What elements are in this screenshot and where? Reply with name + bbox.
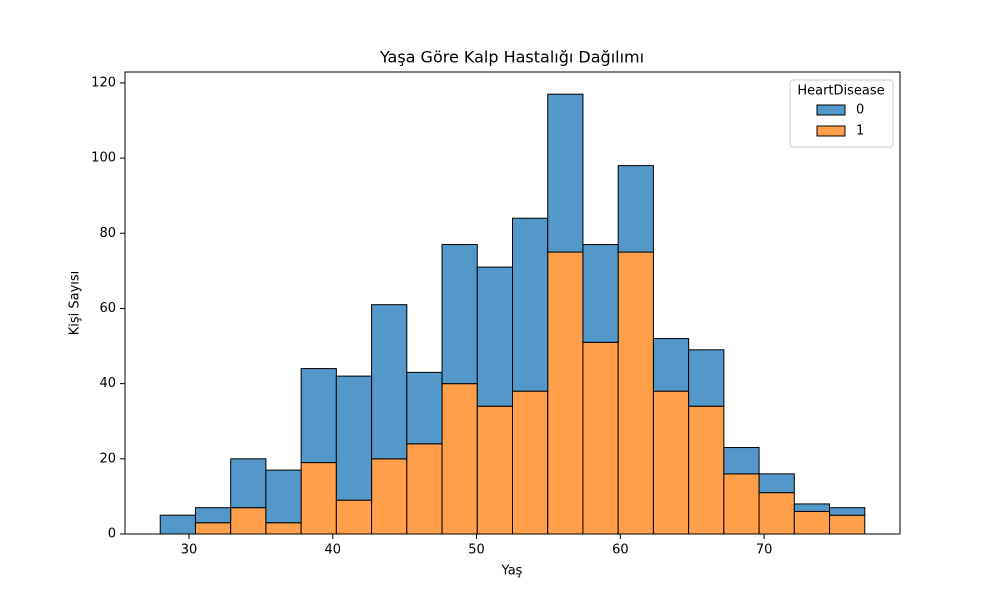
legend-label: 1 xyxy=(856,124,864,139)
bar xyxy=(758,473,795,494)
bar xyxy=(230,458,267,509)
y-tick-label: 120 xyxy=(91,75,116,90)
bar xyxy=(793,510,831,535)
bar xyxy=(652,390,690,535)
bar xyxy=(723,447,760,475)
x-tick-label: 70 xyxy=(756,543,773,558)
bar xyxy=(335,499,373,535)
bar xyxy=(829,507,866,516)
bar xyxy=(371,304,408,460)
bar xyxy=(793,503,831,512)
bar xyxy=(159,514,196,535)
bar xyxy=(441,244,478,385)
bar xyxy=(194,507,232,524)
x-tick-label: 50 xyxy=(468,543,485,558)
bar xyxy=(406,443,443,535)
bar xyxy=(723,473,760,535)
y-tick-label: 60 xyxy=(99,301,116,316)
bar xyxy=(512,390,549,535)
bar xyxy=(688,405,725,535)
bar xyxy=(300,368,337,464)
plot-frame xyxy=(124,71,901,535)
bar xyxy=(335,375,373,501)
legend-swatch xyxy=(816,104,846,116)
x-tick-label: 60 xyxy=(612,543,629,558)
x-tick-label: 30 xyxy=(181,543,198,558)
y-axis-label: Kişi Sayısı xyxy=(68,271,83,336)
bar xyxy=(230,507,267,535)
x-axis-label: Yaş xyxy=(501,564,523,579)
bar xyxy=(441,383,478,535)
bar xyxy=(829,514,866,535)
y-tick-label: 100 xyxy=(91,151,116,166)
chart-title: Yaşa Göre Kalp Hastalığı Dağılımı xyxy=(379,48,644,67)
bar xyxy=(194,522,232,535)
bar xyxy=(688,349,725,407)
bar xyxy=(371,458,408,535)
bar xyxy=(617,251,654,535)
bar xyxy=(265,522,302,535)
bar xyxy=(476,405,514,535)
bar xyxy=(652,338,690,392)
legend-label: 0 xyxy=(856,103,864,118)
bar xyxy=(758,492,795,535)
y-tick-label: 80 xyxy=(99,226,116,241)
x-tick-label: 40 xyxy=(324,543,341,558)
legend-swatch xyxy=(816,125,846,137)
bar xyxy=(300,462,337,535)
bar xyxy=(512,217,549,392)
bar xyxy=(582,244,619,343)
y-tick-label: 40 xyxy=(99,376,116,391)
bar xyxy=(547,251,584,535)
bar xyxy=(547,93,584,253)
y-tick-label: 20 xyxy=(99,451,116,466)
bar xyxy=(265,469,302,524)
bar xyxy=(582,341,619,535)
bar xyxy=(406,371,443,445)
y-tick-label: 0 xyxy=(108,527,116,542)
bar xyxy=(617,165,654,253)
legend-title: HeartDisease xyxy=(797,84,884,99)
bar xyxy=(476,266,514,407)
